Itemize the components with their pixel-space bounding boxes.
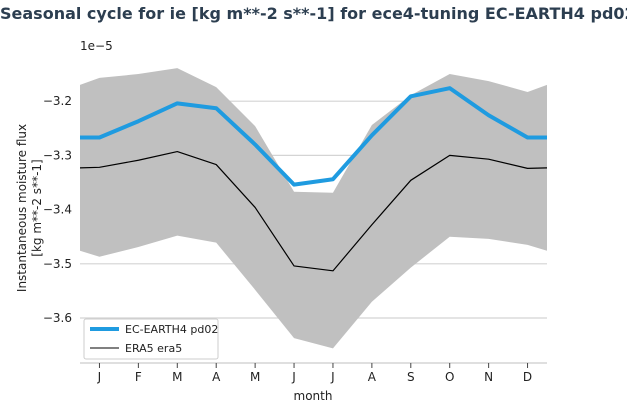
chart-title: Seasonal cycle for ie [kg m**-2 s**-1] f… bbox=[0, 4, 627, 23]
y-tick-label: −3.6 bbox=[43, 311, 72, 325]
x-tick-label: S bbox=[407, 370, 415, 384]
x-tick-label: M bbox=[250, 370, 260, 384]
x-tick-label: D bbox=[523, 370, 532, 384]
x-tick-label: J bbox=[291, 370, 296, 384]
x-tick-label: J bbox=[97, 370, 102, 384]
x-tick-label: J bbox=[330, 370, 335, 384]
legend-label-ec-earth4: EC-EARTH4 pd02 bbox=[125, 323, 218, 336]
series-line-ec-earth4 bbox=[80, 86, 547, 187]
x-tick-label: F bbox=[135, 370, 142, 384]
x-axis-label: month bbox=[294, 389, 333, 403]
legend-label-era5: ERA5 era5 bbox=[125, 342, 182, 355]
y-tick-label: −3.2 bbox=[43, 94, 72, 108]
x-tick-label: M bbox=[172, 370, 182, 384]
x-tick-label: A bbox=[368, 370, 377, 384]
y-offset-label: 1e−5 bbox=[80, 39, 113, 53]
y-tick-label: −3.5 bbox=[43, 257, 72, 271]
y-axis-label-line2: [kg m**-2 s**-1] bbox=[30, 159, 44, 256]
y-tick-label: −3.3 bbox=[43, 148, 72, 162]
x-tick-label: A bbox=[212, 370, 221, 384]
legend: EC-EARTH4 pd02 ERA5 era5 bbox=[83, 318, 219, 360]
range-band bbox=[80, 68, 547, 349]
x-tick-label: O bbox=[445, 370, 454, 384]
y-axis-label-line1: Instantaneous moisture flux bbox=[15, 124, 29, 292]
y-tick-label: −3.4 bbox=[43, 203, 72, 217]
series-line-era5 bbox=[79, 150, 548, 272]
x-tick-label: N bbox=[484, 370, 493, 384]
